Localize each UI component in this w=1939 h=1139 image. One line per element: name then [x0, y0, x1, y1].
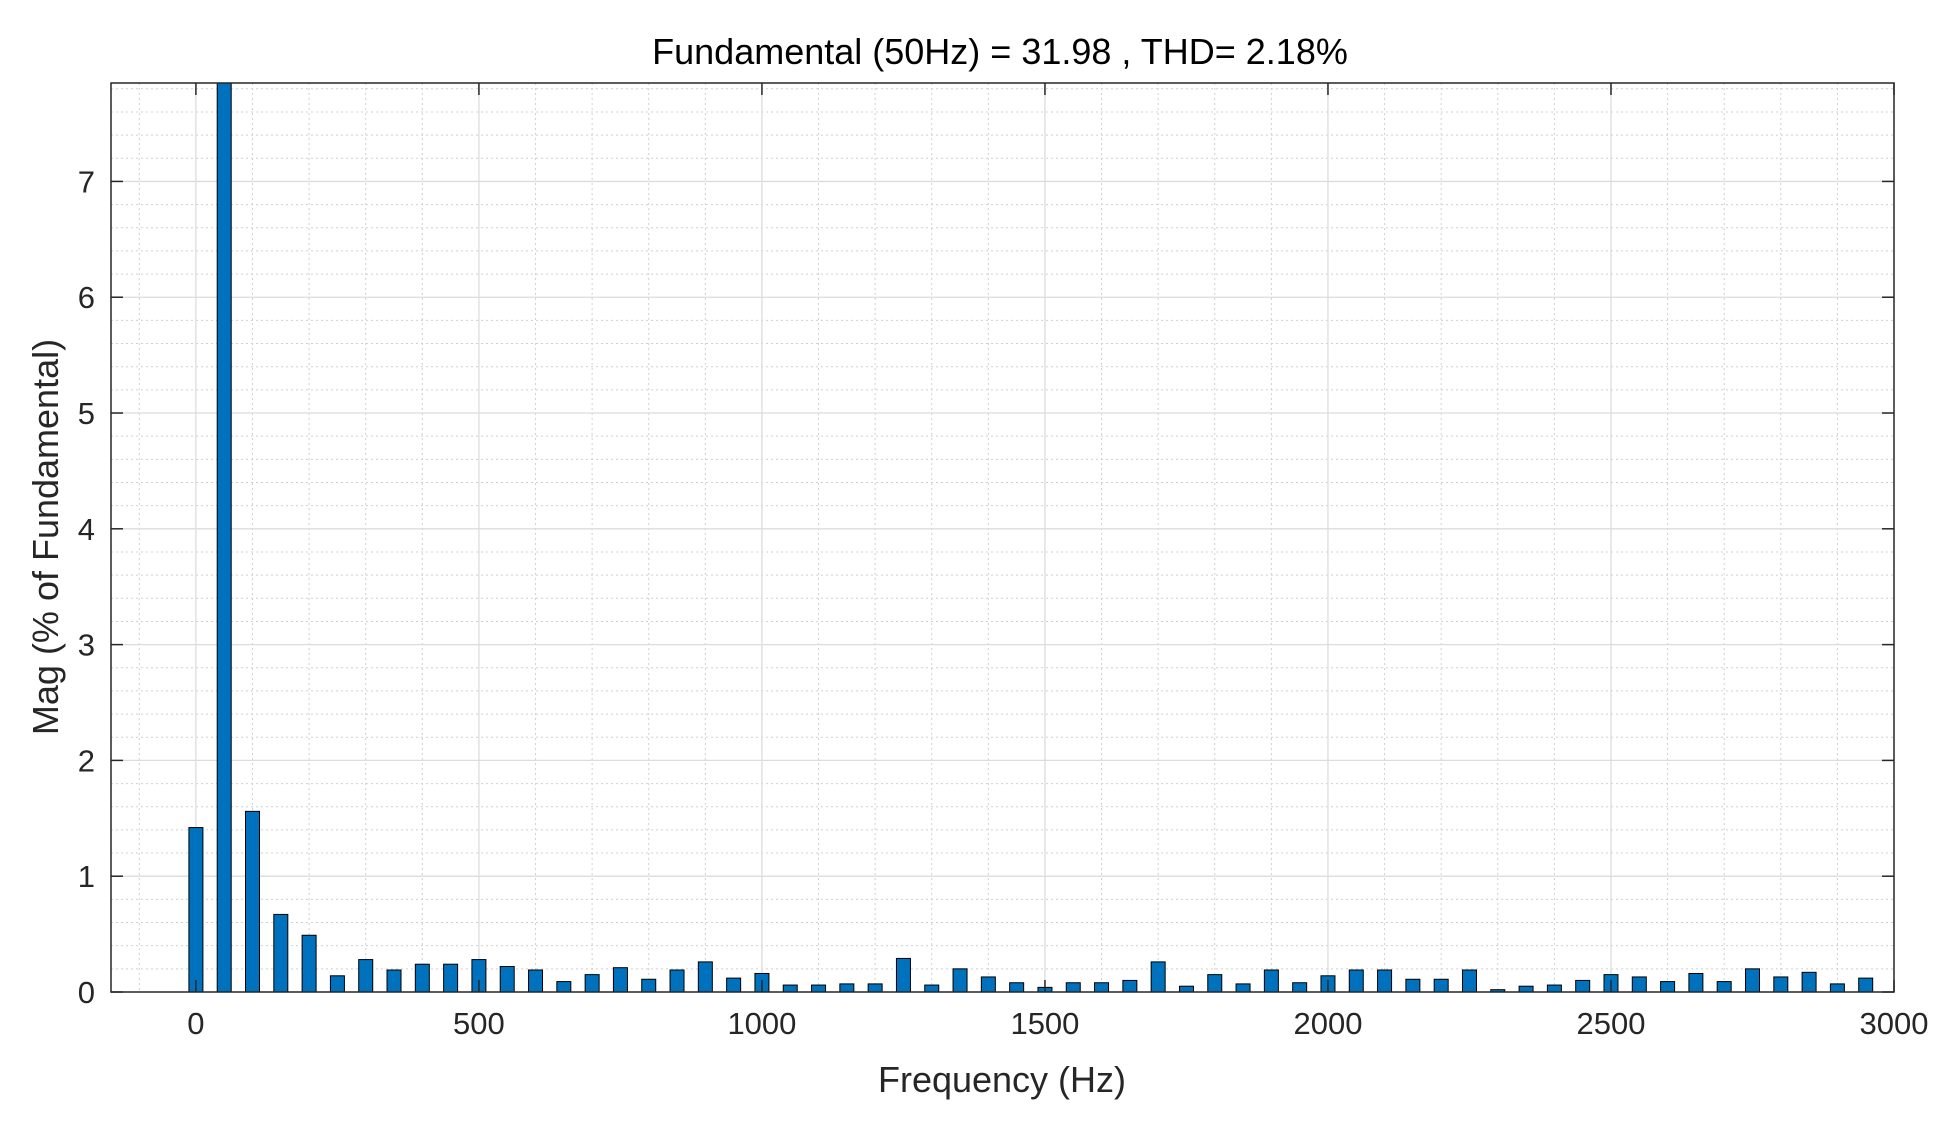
- bar-harmonic-2950hz: [1858, 977, 1874, 993]
- bar-harmonic-1300hz: [924, 984, 940, 993]
- bar-harmonic-2650hz: [1688, 972, 1704, 993]
- bar-harmonic-1200hz: [867, 983, 883, 993]
- bar-harmonic-1250hz: [895, 957, 911, 993]
- bar-harmonic-600hz: [528, 969, 544, 993]
- bar-harmonic-900hz: [697, 961, 713, 993]
- x-tick-label: 500: [453, 1006, 505, 1041]
- bar-harmonic-1750hz: [1178, 985, 1194, 993]
- bar-harmonic-250hz: [329, 975, 345, 993]
- bar-harmonic-450hz: [443, 963, 459, 993]
- bar-harmonic-100hz: [245, 810, 261, 993]
- bar-harmonic-0hz: [188, 827, 204, 993]
- bar-harmonic-300hz: [358, 959, 374, 993]
- bar-harmonic-750hz: [612, 967, 628, 993]
- y-tick-label: 0: [78, 975, 95, 1010]
- bar-harmonic-1350hz: [952, 968, 968, 993]
- y-tick-label: 3: [78, 628, 95, 663]
- bar-harmonic-1900hz: [1263, 969, 1279, 993]
- x-tick-labels: 0 500 1000 1500 2000 2500 3000: [187, 1006, 1928, 1041]
- bar-harmonic-1400hz: [980, 976, 996, 993]
- bar-harmonic-200hz: [301, 934, 317, 993]
- bar-harmonic-1550hz: [1065, 982, 1081, 993]
- bar-harmonic-800hz: [641, 978, 657, 993]
- bar-harmonic-2350hz: [1518, 985, 1534, 993]
- bar-harmonic-350hz: [386, 969, 402, 993]
- bar-harmonic-2750hz: [1744, 968, 1760, 993]
- bar-harmonic-2800hz: [1773, 976, 1789, 993]
- bar-harmonic-2900hz: [1829, 983, 1845, 993]
- bar-harmonic-850hz: [669, 969, 685, 993]
- x-tick-label: 1500: [1010, 1006, 1079, 1041]
- bar-harmonic-1100hz: [811, 984, 827, 993]
- bar-harmonic-700hz: [584, 974, 600, 993]
- bar-harmonic-150hz: [273, 913, 289, 993]
- bars: [188, 82, 1874, 993]
- bar-harmonic-1800hz: [1207, 974, 1223, 993]
- y-axis-label: Mag (% of Fundamental): [25, 339, 66, 735]
- x-tick-label: 2500: [1576, 1006, 1645, 1041]
- bar-harmonic-1150hz: [839, 983, 855, 993]
- y-tick-label: 1: [78, 859, 95, 894]
- bar-harmonic-2150hz: [1405, 978, 1421, 993]
- bar-harmonic-2700hz: [1716, 981, 1732, 993]
- bar-harmonic-1450hz: [1009, 982, 1025, 993]
- bar-harmonic-950hz: [726, 977, 742, 993]
- bar-harmonic-1700hz: [1150, 961, 1166, 993]
- plot-area: [111, 83, 1894, 992]
- x-tick-label: 2000: [1293, 1006, 1362, 1041]
- y-tick-label: 5: [78, 396, 95, 431]
- bar-harmonic-400hz: [414, 963, 430, 993]
- bar-harmonic-2050hz: [1348, 969, 1364, 993]
- y-tick-label: 2: [78, 743, 95, 778]
- bar-harmonic-650hz: [556, 981, 572, 993]
- bar-harmonic-2450hz: [1575, 979, 1591, 993]
- plot-frame: [110, 82, 1895, 993]
- bar-harmonic-2550hz: [1631, 976, 1647, 993]
- minor-grid: [111, 83, 1894, 992]
- bar-harmonic-1950hz: [1292, 982, 1308, 993]
- bar-harmonic-50hz: [216, 82, 232, 993]
- y-tick-labels: 0 1 2 3 4 5 6 7: [78, 164, 95, 1010]
- chart-title: Fundamental (50Hz) = 31.98 , THD= 2.18%: [652, 31, 1348, 72]
- bar-harmonic-1600hz: [1094, 982, 1110, 993]
- bar-harmonic-2100hz: [1377, 969, 1393, 993]
- bar-harmonic-2600hz: [1660, 981, 1676, 993]
- bar-harmonic-2200hz: [1433, 978, 1449, 993]
- bar-harmonic-2250hz: [1461, 969, 1477, 993]
- bar-harmonic-1650hz: [1122, 979, 1138, 993]
- y-tick-label: 4: [78, 512, 95, 547]
- x-tick-label: 1000: [727, 1006, 796, 1041]
- y-tick-label: 6: [78, 280, 95, 315]
- bar-harmonic-550hz: [499, 966, 515, 993]
- bar-harmonic-2400hz: [1546, 984, 1562, 993]
- bar-harmonic-1050hz: [782, 984, 798, 993]
- bar-harmonic-1850hz: [1235, 983, 1251, 993]
- x-axis-label: Frequency (Hz): [878, 1059, 1126, 1100]
- bar-harmonic-2850hz: [1801, 971, 1817, 993]
- x-tick-label: 0: [187, 1006, 204, 1041]
- y-tick-label: 7: [78, 164, 95, 199]
- x-tick-label: 3000: [1860, 1006, 1929, 1041]
